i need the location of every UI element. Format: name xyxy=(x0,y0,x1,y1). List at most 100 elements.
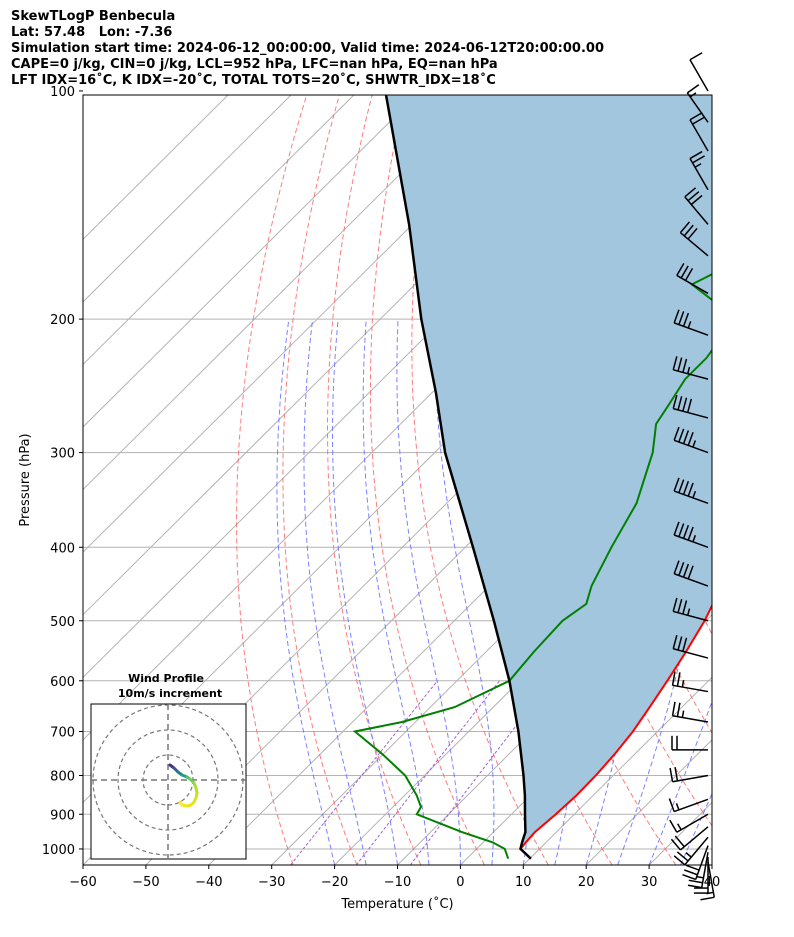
wind-barb-staff xyxy=(673,798,709,813)
wind-barb xyxy=(671,701,709,723)
wind-barb-flag xyxy=(687,432,694,446)
wind-barb-flag xyxy=(684,267,694,281)
wind-barb xyxy=(672,356,709,380)
cape-stats: CAPE=0 j/kg, CIN=0 j/kg, LCL=952 hPa, LF… xyxy=(11,57,498,72)
dry-adiabat xyxy=(327,95,422,865)
moist-adiabat xyxy=(303,319,367,865)
wind-barb-staff xyxy=(676,813,709,833)
wind-barb xyxy=(672,394,709,419)
wind-barb-flag xyxy=(672,356,678,371)
dry-adiabat xyxy=(282,95,358,865)
wind-barb-staff xyxy=(694,845,709,880)
wind-barb-flag xyxy=(689,52,703,61)
wind-barb-flag xyxy=(682,430,690,444)
wind-barb-flag xyxy=(676,262,685,276)
isotherm-line xyxy=(711,864,712,865)
wind-barb-flag xyxy=(692,116,705,125)
wind-barb-flag xyxy=(677,599,683,613)
wind-barb-flag xyxy=(678,562,685,576)
wind-barb xyxy=(689,150,709,191)
hodograph-title: Wind Profile xyxy=(128,672,204,685)
wind-barb-flag xyxy=(685,864,700,871)
wind-barb-half xyxy=(681,710,685,718)
wind-barb-flag xyxy=(687,884,702,889)
dry-adiabat xyxy=(698,95,712,237)
wind-barb-half xyxy=(696,875,704,879)
isotherm-line xyxy=(83,95,481,491)
simulation-time: Simulation start time: 2024-06-12_00:00:… xyxy=(11,41,604,56)
moist-adiabat xyxy=(711,863,712,865)
temperature-line xyxy=(519,603,712,860)
moist-adiabat xyxy=(585,319,634,865)
wind-barb-half xyxy=(681,680,685,688)
wind-barb xyxy=(670,826,709,851)
isotherm-line xyxy=(334,488,712,865)
wind-barb-flag xyxy=(687,565,694,580)
wind-barb-staff xyxy=(672,684,709,693)
wind-barb-flag xyxy=(690,194,703,206)
wind-barb-flag xyxy=(678,523,685,537)
wind-barb xyxy=(673,309,709,336)
y-tick-label: 900 xyxy=(50,808,75,823)
x-tick-label: 0 xyxy=(456,875,464,890)
wind-barb-half xyxy=(686,366,691,374)
wind-barb-flag xyxy=(679,221,690,234)
isotherm-line xyxy=(83,95,418,428)
plot-axes: −60 −50 −40 −30 −20 −10 0 10 20 30 40 100 200 300 400 5… xyxy=(18,85,720,912)
wind-barb-staff xyxy=(673,610,709,622)
y-tick-label: 700 xyxy=(50,726,75,741)
wind-barb-flag xyxy=(672,394,678,409)
cape-fill-area xyxy=(386,95,712,859)
wind-barb-flag xyxy=(687,227,698,240)
y-tick-label: 500 xyxy=(50,615,75,630)
wind-barb-flag xyxy=(671,671,676,686)
y-tick-label: 100 xyxy=(50,85,75,100)
dry-adiabat xyxy=(370,95,485,865)
wind-barb xyxy=(679,221,709,257)
hodograph-subtitle: 10m/s increment xyxy=(118,687,222,700)
chart-header: SkewTLogP Benbecula Lat: 57.48 Lon: -7.3… xyxy=(11,9,604,89)
wind-barb-staff xyxy=(673,573,709,587)
wind-barb-flag xyxy=(683,224,694,237)
wind-barb-half xyxy=(685,852,692,858)
station-title: SkewTLogP Benbecula xyxy=(11,9,176,24)
x-tick-label: 40 xyxy=(704,875,721,890)
wind-barb-staff xyxy=(673,534,709,549)
wind-barb-flag xyxy=(678,428,685,443)
wind-barb-staff xyxy=(673,439,709,454)
wind-barb xyxy=(672,597,709,622)
y-tick-label: 200 xyxy=(50,313,75,328)
wind-barb-flag xyxy=(684,187,697,198)
wind-barb-staff xyxy=(679,826,709,851)
wind-barb-flag xyxy=(674,766,679,781)
wind-barb xyxy=(673,836,709,866)
wind-barb-flag xyxy=(672,635,678,649)
wind-barb-flag xyxy=(682,312,690,327)
wind-barb-staff xyxy=(707,861,715,898)
wind-barb-half xyxy=(694,163,702,168)
wind-barb xyxy=(687,852,709,889)
wind-barb-flag xyxy=(682,481,690,495)
moist-adiabat xyxy=(396,319,461,865)
wind-barb-half xyxy=(692,534,697,543)
wind-barb-half xyxy=(692,491,697,499)
wind-barb-staff xyxy=(686,92,709,123)
wind-barb-flag xyxy=(686,398,693,413)
wind-barb-flag xyxy=(677,636,683,651)
wind-barb-staff xyxy=(673,407,709,419)
y-tick-label: 400 xyxy=(50,541,75,556)
wind-barb-flag xyxy=(671,701,676,716)
wind-barb-flag xyxy=(682,563,690,578)
x-tick-label: 20 xyxy=(578,875,595,890)
y-tick-label: 600 xyxy=(50,675,75,690)
wind-barb-flag xyxy=(670,838,681,851)
wind-barb xyxy=(669,766,709,783)
wind-barb xyxy=(671,735,708,751)
wind-barb-flag xyxy=(682,600,688,615)
wind-barb-flag xyxy=(673,309,680,324)
wind-barb-staff xyxy=(672,774,709,783)
wind-barb-flag xyxy=(674,835,685,848)
wind-barb-staff xyxy=(684,836,709,866)
moist-adiabat xyxy=(332,319,398,865)
wind-barb-staff xyxy=(684,196,709,225)
